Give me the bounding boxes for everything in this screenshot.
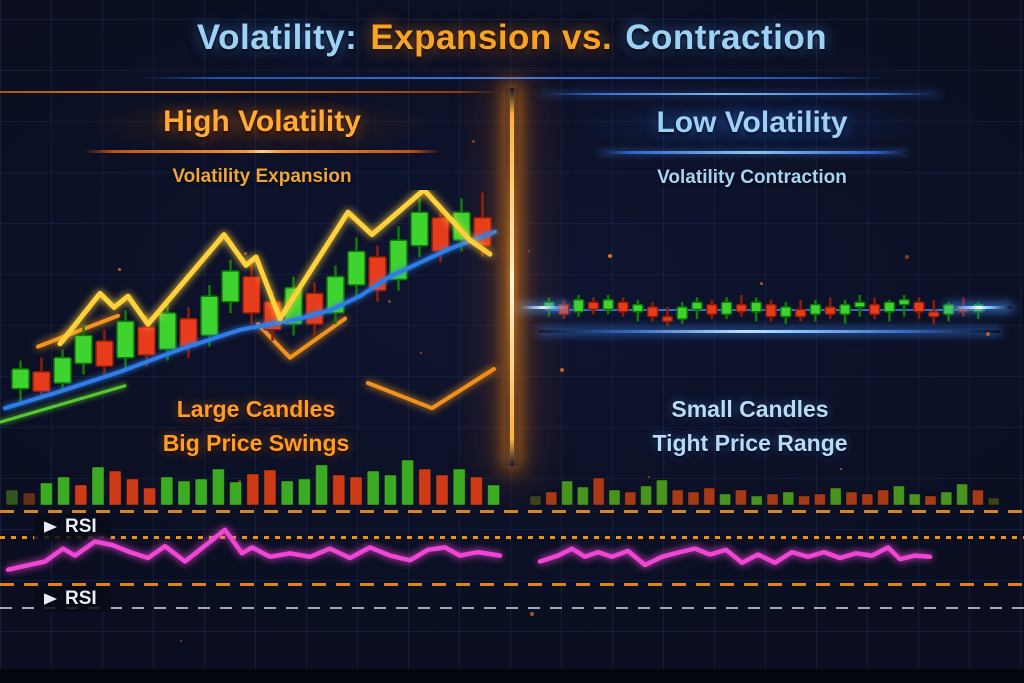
candle-body — [53, 357, 72, 384]
speck-dot — [760, 282, 763, 285]
candle-body — [221, 270, 240, 303]
right-panel-subheading: Volatility Contraction — [657, 167, 847, 188]
candle-body — [676, 306, 688, 320]
candle-body — [74, 334, 93, 365]
candle-body — [824, 306, 836, 315]
title-underline — [140, 77, 884, 79]
candle-body — [750, 301, 762, 313]
candle-body — [883, 301, 896, 313]
speck-dot — [528, 250, 530, 252]
candle-body — [691, 301, 703, 311]
rsi-line-chart — [0, 500, 1024, 610]
speck-dot — [986, 332, 990, 336]
right-panel-heading: Low Volatility — [656, 106, 848, 139]
candle-body — [765, 303, 777, 318]
page-title: Volatility: Expansion vs. Contraction — [0, 18, 1024, 58]
candle-body — [572, 299, 585, 313]
rsi-indicator — [5, 527, 933, 572]
candle-body — [473, 217, 492, 247]
candle-body — [347, 250, 366, 286]
right-caption-line1: Small Candles — [671, 396, 829, 422]
low-volatility-price — [543, 295, 984, 327]
speck-dot — [118, 268, 121, 271]
candle-body — [868, 303, 881, 315]
title-part-volatility: Volatility: — [196, 18, 358, 57]
candle-body — [646, 306, 659, 318]
speck-dot — [238, 480, 241, 483]
speck-dot — [648, 476, 650, 478]
rsi-line — [5, 527, 503, 572]
volume-bar — [401, 459, 415, 506]
candle-body — [305, 292, 324, 325]
blue-flare-left-icon — [516, 306, 570, 309]
candle-body — [928, 311, 940, 318]
left-panel-heading: High Volatility — [163, 105, 361, 138]
candle-body — [617, 301, 629, 313]
right-chart-glow-line — [538, 330, 1000, 333]
candle-body — [95, 340, 114, 367]
title-part-contraction: Contraction — [625, 18, 828, 57]
right-heading-underline — [598, 151, 908, 154]
candle-body — [661, 315, 674, 323]
left-panel-subheading: Volatility Expansion — [172, 166, 352, 187]
left-heading-underline — [85, 150, 440, 153]
title-part-expansion: Expansion vs. — [370, 18, 613, 57]
candle-body — [410, 211, 429, 247]
speck-dot — [180, 640, 182, 642]
volume-bar — [315, 464, 329, 506]
candle-body — [720, 301, 733, 315]
speck-dot — [244, 252, 247, 255]
speck-dot — [388, 300, 391, 303]
candle-body — [200, 295, 219, 337]
candle-body — [179, 317, 198, 348]
candle-body — [602, 299, 614, 311]
candle-body — [632, 303, 644, 313]
speck-dot — [530, 612, 534, 616]
candle-body — [158, 312, 177, 351]
candle-body — [32, 371, 51, 393]
low-volatility-candlestick-chart — [528, 272, 1000, 347]
candle-body — [706, 303, 718, 315]
candle-body — [780, 306, 792, 318]
candle-body — [11, 368, 30, 390]
candle-body — [809, 303, 822, 315]
speck-dot — [840, 468, 842, 470]
left-panel-top-border — [0, 91, 500, 93]
high-volatility-candlestick-chart — [0, 187, 505, 465]
candle-body — [431, 217, 450, 253]
candle-body — [913, 301, 925, 313]
left-caption-line1: Large Candles — [176, 396, 336, 422]
speck-dot — [905, 255, 909, 259]
speck-dot — [420, 352, 422, 354]
blue-flare-right-icon — [946, 306, 1012, 309]
candle-body — [735, 303, 748, 313]
candle-body — [137, 326, 156, 356]
candle-body — [854, 301, 866, 308]
candle-body — [587, 301, 600, 311]
speck-dot — [472, 140, 475, 143]
candle-body — [839, 303, 851, 315]
bottom-strip — [0, 669, 1024, 683]
candle-body — [242, 275, 261, 314]
candle-body — [898, 299, 910, 306]
speck-dot — [560, 368, 564, 372]
right-panel-top-border — [538, 93, 942, 95]
speck-dot — [608, 254, 612, 258]
candle-body — [116, 320, 135, 359]
candle-body — [794, 308, 807, 318]
rsi-line — [537, 545, 933, 568]
high-volatility-price — [0, 187, 497, 424]
